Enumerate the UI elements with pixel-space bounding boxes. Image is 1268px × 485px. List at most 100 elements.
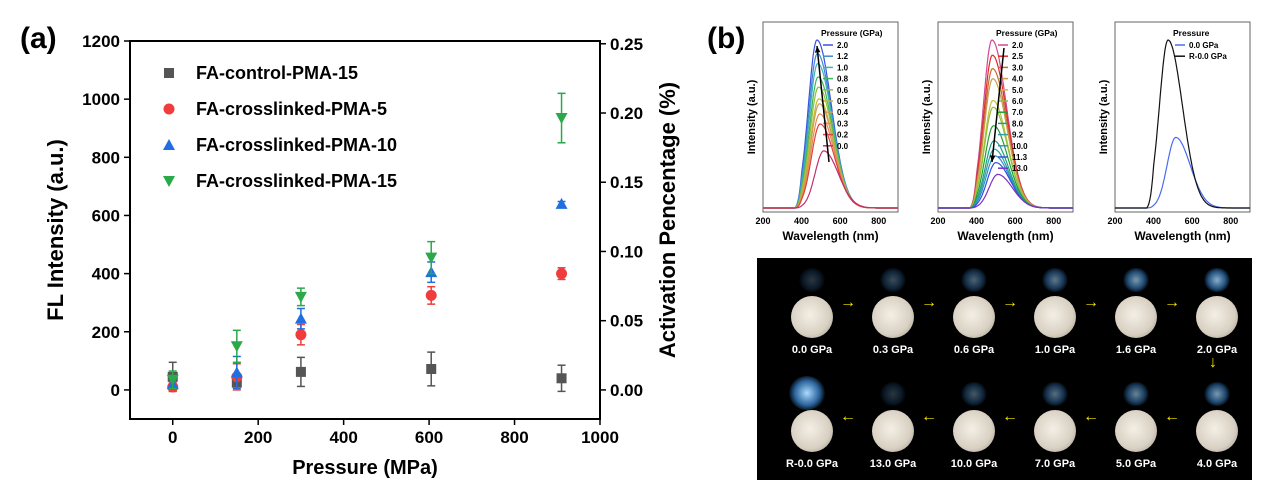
- sample-dish: [1034, 296, 1076, 338]
- luminescence-glow: [1042, 268, 1068, 292]
- legend-title: Pressure: [1173, 28, 1210, 38]
- legend-label: 4.0: [1012, 75, 1024, 84]
- legend-label: FA-crosslinked-PMA-5: [196, 99, 387, 119]
- data-point: [425, 289, 437, 301]
- spectrum-chart-1: 200 400 600 800 Wavelength (nm) Intensity (a.…: [746, 21, 899, 243]
- y-axis-label: Intensity (a.u.): [1098, 79, 1110, 154]
- photo-sequence: 0.0 GPa 0.3 GPa 0.6 GPa 1.0 GPa 1.6 GPa 2.0 G…: [757, 258, 1252, 480]
- luminescence-glow: [961, 382, 987, 406]
- pressure-label: 4.0 GPa: [1196, 458, 1238, 470]
- sequence-arrow-icon: ←: [840, 408, 856, 425]
- series-FA-crosslinked-PMA-10: [166, 197, 568, 390]
- luminescence-glow: [880, 382, 906, 406]
- pressure-label: 0.6 GPa: [953, 344, 995, 356]
- legend-label: 0.0 GPa: [1189, 41, 1219, 50]
- x-tick-label: 400: [329, 428, 357, 447]
- trend-arrow: [816, 45, 830, 163]
- legend-label: 6.0: [1012, 97, 1024, 106]
- sequence-arrow-icon: →: [840, 294, 856, 311]
- legend-label: 1.0: [837, 63, 849, 72]
- sample-dish: [1034, 410, 1076, 452]
- panel-label-b: (b): [707, 22, 746, 55]
- x-tick-label: 200: [1107, 216, 1122, 226]
- luminescence-glow: [961, 268, 987, 292]
- series-FA-crosslinked-PMA-15: [166, 92, 568, 390]
- y-right-tick-label: 0.15: [610, 173, 643, 192]
- x-tick-label: 400: [794, 216, 809, 226]
- spectrum-line: [1115, 136, 1250, 209]
- sequence-arrow-icon: →: [1083, 294, 1099, 311]
- pressure-label: 7.0 GPa: [1034, 458, 1076, 470]
- photo-cell: 2.0 GPa: [1182, 266, 1252, 366]
- photo-cell: 7.0 GPa: [1020, 380, 1090, 480]
- sample-dish: [953, 296, 995, 338]
- data-point: [230, 366, 243, 378]
- x-tick-label: 600: [1185, 216, 1200, 226]
- spectrum-line: [763, 150, 898, 209]
- legend-label: 0.4: [837, 108, 849, 117]
- legend-label: 9.2: [1012, 131, 1024, 140]
- sample-dish: [872, 296, 914, 338]
- y-right-tick-label: 0.00: [610, 381, 643, 400]
- luminescence-glow: [799, 268, 825, 292]
- x-tick-label: 800: [1046, 216, 1061, 226]
- legend-label: 0.3: [837, 119, 849, 128]
- x-tick-label: 600: [833, 216, 848, 226]
- y-tick-label: 1000: [82, 90, 120, 109]
- series-FA-control-PMA-15: [167, 351, 567, 393]
- y-tick-label: 0: [111, 381, 120, 400]
- legend-marker: [163, 139, 175, 150]
- spectrum-line: [938, 173, 1073, 209]
- sample-dish: [953, 410, 995, 452]
- y-axis-label: Intensity (a.u.): [921, 79, 933, 154]
- sequence-arrow-icon: ←: [1164, 408, 1180, 425]
- luminescence-glow: [880, 268, 906, 292]
- plot-frame: [129, 40, 601, 420]
- legend-title: Pressure (GPa): [821, 28, 883, 38]
- spectrum-chart-2: 200 400 600 800 Wavelength (nm) Intensity (a.…: [921, 21, 1074, 243]
- x-axis-label: Wavelength (nm): [782, 229, 878, 243]
- plot-frame: [937, 21, 1074, 213]
- legend-label: 0.8: [837, 75, 849, 84]
- x-tick-label: 600: [1008, 216, 1023, 226]
- legend-marker: [163, 103, 175, 115]
- sequence-arrow-icon: ←: [921, 408, 937, 425]
- y-right-tick-label: 0.25: [610, 35, 643, 54]
- luminescence-glow: [1204, 268, 1230, 292]
- legend-title: Pressure (GPa): [996, 28, 1058, 38]
- y-tick-label: 800: [92, 148, 120, 167]
- sample-dish: [791, 410, 833, 452]
- y-right-tick-label: 0.20: [610, 104, 643, 123]
- pressure-label: 0.0 GPa: [791, 344, 833, 356]
- x-tick-label: 0: [168, 428, 177, 447]
- sample-dish: [872, 410, 914, 452]
- y-tick-label: 1200: [82, 32, 120, 51]
- legend-label: 11.3: [1012, 153, 1028, 162]
- photo-cell: 4.0 GPa: [1182, 380, 1252, 480]
- data-point: [166, 374, 179, 386]
- trend-arrowhead: [814, 46, 821, 53]
- data-point: [294, 291, 307, 303]
- luminescence-glow: [789, 376, 825, 410]
- sequence-arrow-icon: →: [921, 294, 937, 311]
- x-tick-label: 800: [1223, 216, 1238, 226]
- x-tick-label: 200: [755, 216, 770, 226]
- legend-label: FA-control-PMA-15: [196, 63, 358, 83]
- pressure-label: 13.0 GPa: [869, 458, 917, 470]
- x-tick-label: 800: [871, 216, 886, 226]
- data-point: [425, 252, 438, 264]
- sequence-arrow-icon: →: [1002, 294, 1018, 311]
- legend-label: 3.0: [1012, 63, 1024, 72]
- legend-label: 2.0: [837, 41, 849, 50]
- x-axis-label: Wavelength (nm): [1134, 229, 1230, 243]
- sample-dish: [1196, 296, 1238, 338]
- y-right-tick-label: 0.10: [610, 242, 643, 261]
- photo-cell: 5.0 GPa: [1101, 380, 1171, 480]
- legend-label: 13.0: [1012, 164, 1028, 173]
- trend-arrowhead: [989, 155, 996, 162]
- photo-cell: 0.6 GPa: [939, 266, 1009, 366]
- data-point: [555, 197, 568, 209]
- data-point: [230, 341, 243, 353]
- legend-label: 2.5: [1012, 52, 1024, 61]
